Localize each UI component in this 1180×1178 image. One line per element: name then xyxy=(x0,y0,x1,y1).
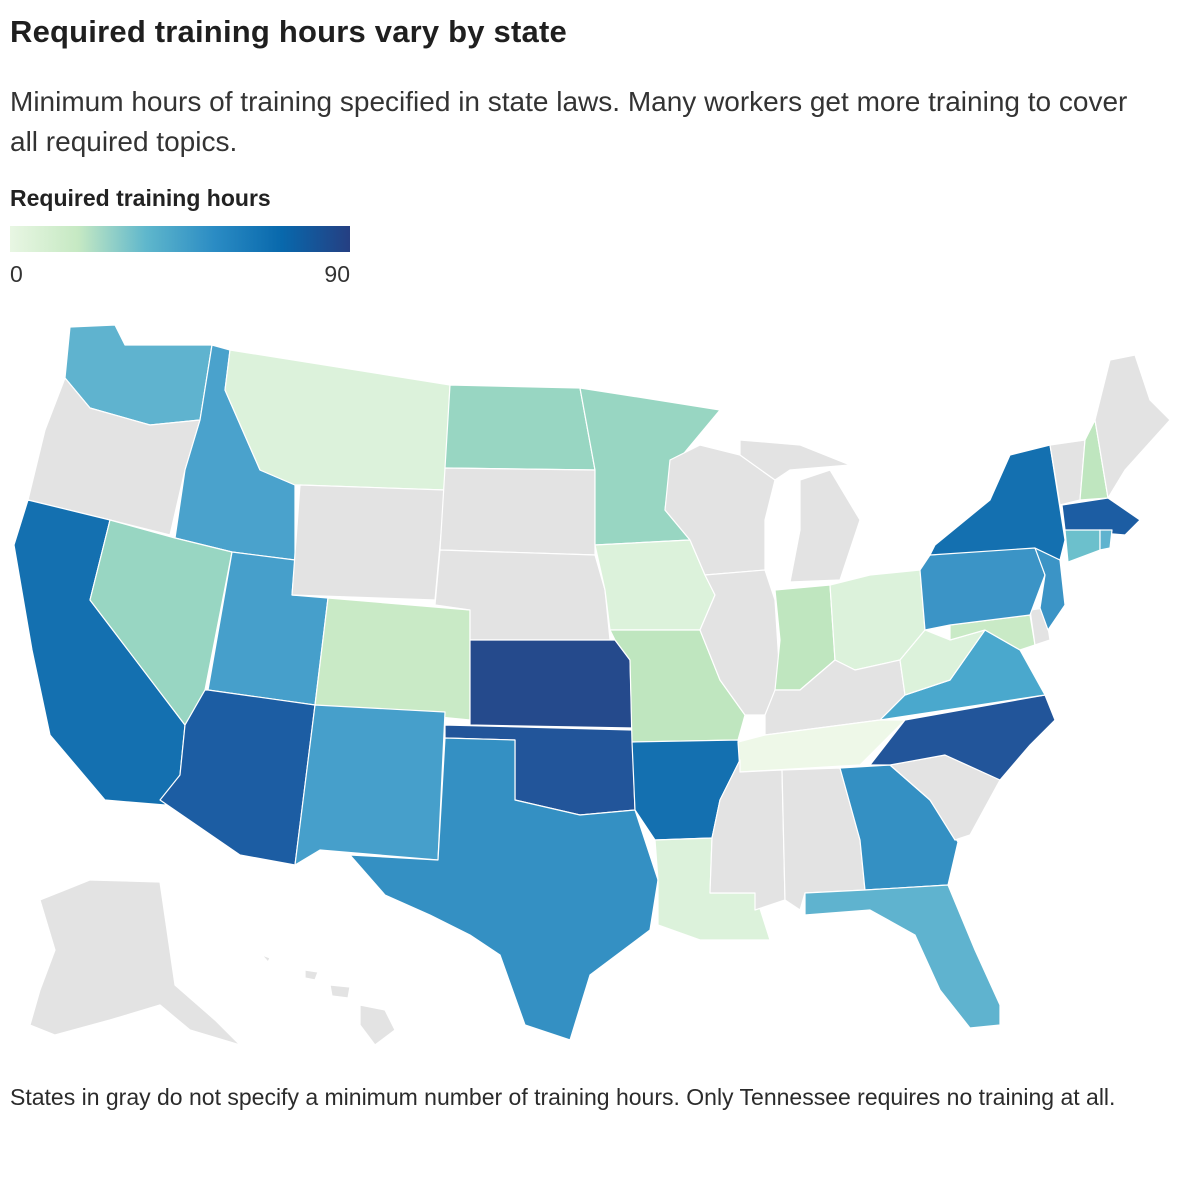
state-kansas[interactable] xyxy=(469,639,633,729)
state-wyoming[interactable] xyxy=(291,484,446,601)
legend-color-scale xyxy=(10,226,350,252)
state-north-carolina[interactable] xyxy=(869,694,1056,781)
state-south-dakota[interactable] xyxy=(439,467,596,556)
state-hawaii[interactable] xyxy=(261,954,396,1046)
chart-title: Required training hours vary by state xyxy=(10,14,567,49)
state-colorado[interactable] xyxy=(314,597,471,721)
state-texas[interactable] xyxy=(349,737,659,1041)
state-new-mexico[interactable] xyxy=(294,704,446,866)
state-connecticut[interactable] xyxy=(1064,529,1101,563)
state-wisconsin[interactable] xyxy=(664,444,776,576)
legend-max-label: 90 xyxy=(324,261,350,287)
state-north-dakota[interactable] xyxy=(444,384,596,471)
legend-min-label: 0 xyxy=(10,261,23,287)
state-illinois[interactable] xyxy=(699,569,781,716)
us-states-map xyxy=(13,324,1171,1046)
chart-subtitle: Minimum hours of training specified in s… xyxy=(10,86,1128,157)
state-rhode-island[interactable] xyxy=(1099,529,1113,551)
legend-title: Required training hours xyxy=(10,185,271,211)
state-massachusetts[interactable] xyxy=(1061,497,1141,536)
state-alaska[interactable] xyxy=(29,879,241,1046)
state-maine[interactable] xyxy=(1094,354,1171,499)
state-florida[interactable] xyxy=(804,884,1001,1029)
footnote: States in gray do not specify a minimum … xyxy=(10,1084,1116,1110)
state-new-york[interactable] xyxy=(929,444,1066,561)
state-michigan[interactable] xyxy=(739,439,861,583)
state-oregon[interactable] xyxy=(27,377,201,536)
